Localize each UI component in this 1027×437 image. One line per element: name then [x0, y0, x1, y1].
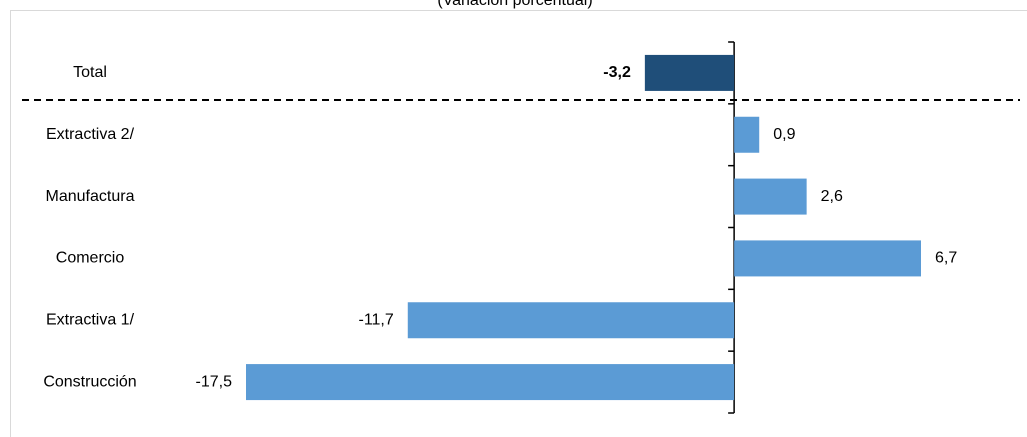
value-label: -3,2 [603, 64, 631, 81]
bar [734, 178, 807, 215]
bar [734, 116, 760, 153]
category-label: Extractiva 2/ [46, 126, 135, 143]
category-label: Comercio [56, 250, 125, 267]
chart-frame [10, 10, 1027, 437]
bar [407, 302, 735, 339]
chart-subtitle: (Variación porcentual) [437, 0, 592, 9]
category-label: Construcción [43, 373, 136, 390]
value-label: 6,7 [935, 250, 957, 267]
bar [644, 54, 735, 91]
category-label: Total [73, 64, 107, 81]
category-label: Extractiva 1/ [46, 311, 135, 328]
bar [246, 364, 735, 401]
value-label: -11,7 [358, 311, 393, 328]
category-label: Manufactura [46, 188, 135, 205]
value-label: 2,6 [821, 188, 843, 205]
value-label: -17,5 [196, 373, 233, 390]
value-label: 0,9 [773, 126, 795, 143]
bar [734, 240, 921, 277]
